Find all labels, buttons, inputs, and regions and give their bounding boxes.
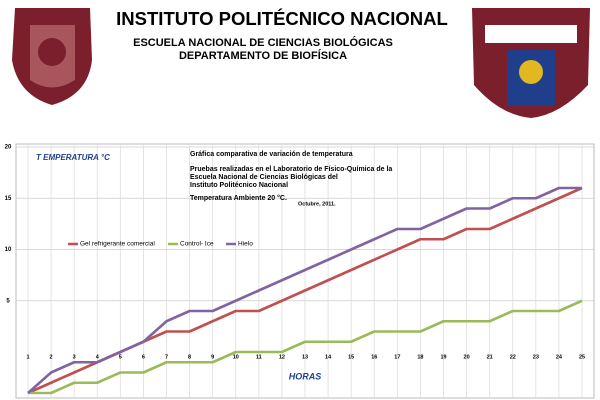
x-tick-label: 2: [50, 354, 53, 360]
header-department: DEPARTAMENTO DE BIOFÍSICA: [179, 49, 347, 62]
y-tick-label: 10: [5, 247, 12, 253]
y-tick-label: 20: [5, 145, 12, 151]
series-line: [28, 299, 583, 395]
x-tick-label: 20: [464, 354, 470, 360]
x-tick-label: 15: [348, 354, 354, 360]
chart-subtitle: Instituto Politécnico Nacional: [190, 182, 288, 189]
legend-label: Hielo: [238, 241, 253, 248]
y-tick-label: 5: [6, 298, 10, 304]
chart-subtitle: Escuela Nacional de Ciencias Biológicas …: [190, 174, 338, 181]
y-axis-label: T EMPERATURA °C: [36, 153, 110, 162]
x-tick-label: 22: [510, 354, 516, 360]
x-tick-label: 1: [26, 354, 29, 360]
x-tick-label: 23: [533, 354, 539, 360]
x-tick-label: 17: [394, 354, 400, 360]
right-logo: [472, 8, 590, 118]
x-tick-label: 14: [325, 354, 332, 360]
x-tick-label: 25: [579, 354, 585, 360]
series-line: [27, 186, 582, 394]
x-tick-label: 6: [142, 354, 145, 360]
header-subtitle: ESCUELA NACIONAL DE CIENCIAS BIOLÓGICAS: [133, 36, 393, 49]
x-tick-label: 24: [556, 354, 563, 360]
x-tick-label: 16: [371, 354, 377, 360]
x-tick-label: 8: [188, 354, 191, 360]
left-logo: [12, 8, 92, 105]
annotation: Temperatura Ambiente 20 °C.: [190, 194, 287, 202]
annotation: Octubre, 2011.: [298, 201, 336, 207]
x-tick-label: 18: [417, 354, 423, 360]
x-tick-label: 13: [302, 354, 308, 360]
x-tick-label: 3: [73, 354, 76, 360]
chart-subtitle: Pruebas realizadas en el Laboratorio de …: [190, 166, 392, 173]
x-tick-label: 21: [487, 354, 493, 360]
x-axis-label: HORAS: [289, 371, 322, 381]
x-tick-label: 5: [119, 354, 122, 360]
chart-title: Gráfica comparativa de variación de temp…: [190, 151, 353, 158]
x-tick-label: 4: [96, 354, 100, 360]
x-tick-label: 19: [440, 354, 446, 360]
legend-label: Gel refrigerante comercial: [80, 241, 155, 248]
x-tick-label: 11: [256, 354, 262, 360]
x-tick-label: 12: [279, 354, 285, 360]
x-tick-label: 7: [165, 354, 168, 360]
x-tick-label: 10: [233, 354, 239, 360]
x-tick-label: 9: [211, 354, 214, 360]
header-title: INSTITUTO POLITÉCNICO NACIONAL: [116, 8, 448, 29]
y-tick-label: 15: [5, 196, 12, 202]
legend-label: Control- Ice: [180, 241, 214, 248]
